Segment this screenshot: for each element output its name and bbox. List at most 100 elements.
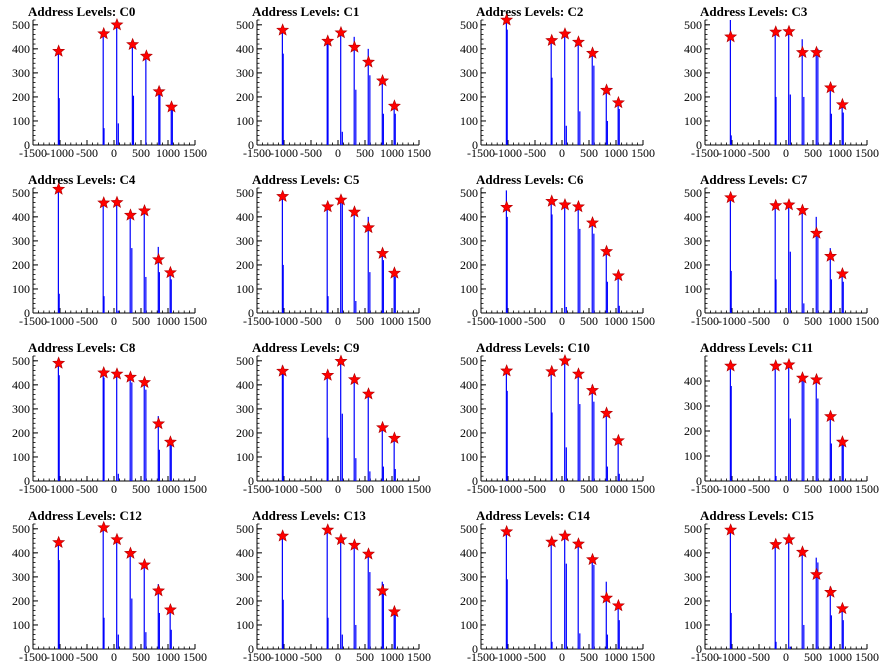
x-tick-label: -1000	[270, 146, 298, 160]
histogram-bar	[326, 375, 328, 481]
histogram-bar	[729, 528, 731, 649]
histogram-bar	[774, 543, 776, 649]
histogram-bar	[393, 610, 395, 649]
histogram-bar	[591, 384, 593, 481]
histogram-bar	[281, 365, 283, 481]
histogram-bar	[830, 279, 832, 313]
histogram-bar	[506, 216, 508, 313]
histogram-bar	[102, 526, 104, 649]
x-tick-label: -1000	[270, 314, 298, 328]
chart-title: Address Levels: C2	[476, 4, 584, 19]
histogram-bar	[58, 560, 60, 649]
histogram-bar	[801, 376, 803, 481]
histogram-bar	[131, 598, 133, 649]
y-tick-label: 400	[12, 546, 30, 560]
peak-star-marker	[545, 33, 559, 46]
peak-star-marker	[500, 200, 514, 213]
y-tick-label: 200	[236, 90, 254, 104]
chart-plot: 0 100 200 300 400 500 -1500 -1000 -500 0 500 1000 15…	[460, 522, 655, 664]
y-tick-label: 200	[236, 426, 254, 440]
y-tick-label: 0	[696, 138, 702, 152]
chart-title: Address Levels: C15	[700, 508, 814, 523]
y-tick-label: 200	[12, 90, 30, 104]
histogram-bar	[169, 270, 171, 313]
histogram-bar	[143, 212, 145, 313]
histogram-bar	[340, 540, 342, 649]
peak-star-marker	[321, 34, 335, 47]
histogram-bar	[551, 214, 553, 313]
x-tick-label: -1000	[494, 146, 522, 160]
histogram-bar	[382, 584, 384, 649]
y-tick-label: 100	[460, 618, 478, 632]
histogram-bar	[369, 272, 371, 313]
y-tick-label: 300	[684, 570, 702, 584]
histogram-bar	[579, 633, 581, 650]
histogram-bar	[551, 412, 553, 481]
histogram-bar	[382, 113, 384, 145]
x-tick-label: 0	[559, 482, 565, 496]
histogram-bar	[591, 557, 593, 649]
y-tick-label: 0	[696, 642, 702, 656]
x-tick-label: 1000	[604, 146, 628, 160]
y-tick-label: 400	[684, 374, 702, 388]
chart-title: Address Levels: C3	[700, 4, 808, 19]
histogram-bar	[129, 552, 131, 649]
histogram-bar	[506, 390, 508, 481]
histogram-bar	[367, 392, 369, 481]
histogram-bar	[550, 540, 552, 649]
peak-star-marker	[362, 55, 376, 68]
peak-star-marker	[347, 372, 361, 386]
histogram-bar	[131, 248, 133, 313]
histogram-bar	[803, 96, 805, 145]
histogram-bar	[170, 107, 172, 145]
histogram-bar	[801, 550, 803, 649]
histogram-bar	[159, 87, 161, 145]
histogram-bar	[382, 466, 384, 481]
histogram-bar	[282, 372, 284, 481]
histogram-bar	[550, 370, 552, 481]
chart-plot: 0 100 200 300 400 500 -1500 -1000 -500 0 500 1000 15…	[684, 18, 879, 160]
histogram-bar	[169, 440, 171, 481]
y-tick-label: 500	[460, 18, 478, 32]
histogram-bar	[606, 281, 608, 313]
histogram-bar	[367, 216, 369, 313]
peak-star-marker	[810, 372, 824, 386]
peak-star-marker	[600, 406, 614, 419]
histogram-bar	[117, 123, 119, 145]
histogram-bar	[158, 92, 160, 145]
x-tick-label: 500	[356, 650, 374, 664]
y-tick-label: 400	[236, 210, 254, 224]
peak-star-marker	[276, 364, 290, 377]
histogram-bar	[605, 411, 607, 481]
histogram-bar	[57, 51, 59, 145]
x-tick-label: 1500	[183, 146, 207, 160]
x-tick-label: -1000	[718, 314, 746, 328]
y-tick-label: 500	[460, 186, 478, 200]
x-tick-label: 1000	[604, 650, 628, 664]
y-tick-label: 200	[684, 594, 702, 608]
histogram-bar	[393, 437, 395, 481]
y-tick-label: 100	[460, 282, 478, 296]
histogram-bar	[830, 615, 832, 649]
peak-star-marker	[824, 80, 838, 94]
histogram-bar	[129, 377, 131, 481]
x-tick-label: 1500	[631, 650, 655, 664]
y-tick-label: 500	[236, 18, 254, 32]
x-tick-label: 0	[559, 650, 565, 664]
x-tick-label: 500	[804, 146, 822, 160]
peak-star-marker	[387, 266, 401, 279]
x-tick-label: -1000	[270, 482, 298, 496]
histogram-bar	[381, 425, 383, 481]
y-tick-label: 500	[684, 186, 702, 200]
y-tick-label: 500	[12, 18, 30, 32]
x-tick-label: 500	[580, 314, 598, 328]
peak-star-marker	[824, 409, 838, 423]
histogram-bar	[606, 466, 608, 481]
histogram-bar	[591, 53, 593, 145]
peak-star-marker	[558, 27, 572, 40]
histogram-bar	[103, 617, 105, 649]
histogram-bar	[393, 272, 395, 313]
x-tick-label: 1500	[407, 482, 431, 496]
y-tick-label: 100	[12, 450, 30, 464]
histogram-bar	[577, 372, 579, 481]
